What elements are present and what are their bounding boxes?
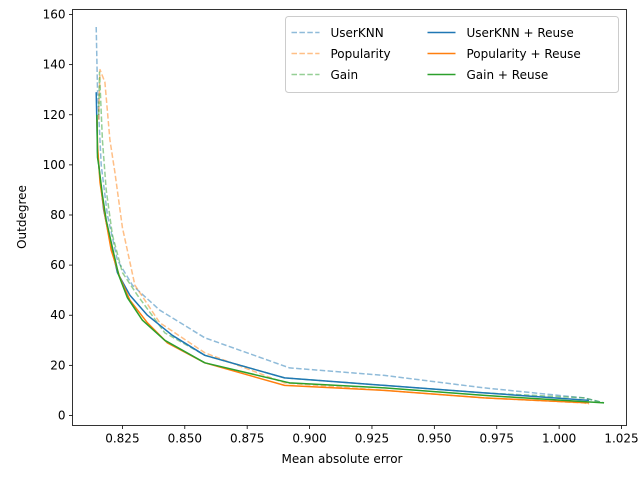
x-tick-label: 1.025 bbox=[604, 432, 638, 446]
legend-label: UserKNN bbox=[331, 26, 384, 40]
legend-label: Gain + Reuse bbox=[467, 68, 549, 82]
series-line-5 bbox=[96, 114, 605, 404]
y-tick-label: 100 bbox=[43, 158, 66, 172]
x-tick-label: 1.000 bbox=[542, 432, 576, 446]
legend-box bbox=[285, 16, 619, 93]
y-tick-label: 0 bbox=[58, 408, 66, 422]
y-tick-label: 20 bbox=[50, 358, 65, 372]
legend: UserKNN Popularity Gain UserKNN + Reuse Popu… bbox=[285, 16, 619, 93]
x-tick-label: 0.850 bbox=[168, 432, 202, 446]
series-line-0 bbox=[95, 26, 605, 404]
y-tick-label: 120 bbox=[43, 108, 66, 122]
y-tick-label: 40 bbox=[50, 308, 65, 322]
x-tick-label: 0.875 bbox=[230, 432, 264, 446]
legend-label: Popularity bbox=[331, 47, 391, 61]
y-tick-label: 60 bbox=[50, 258, 65, 272]
y-tick-label: 140 bbox=[43, 58, 66, 72]
x-axis-label: Mean absolute error bbox=[282, 452, 403, 466]
x-tick-label: 0.975 bbox=[480, 432, 514, 446]
x-tick-label: 0.950 bbox=[417, 432, 451, 446]
series-line-2 bbox=[97, 71, 605, 404]
x-tick-label: 0.900 bbox=[292, 432, 326, 446]
y-axis: 0 20 40 60 80 100 120 140 160 bbox=[43, 8, 73, 422]
x-tick-label: 0.925 bbox=[355, 432, 389, 446]
legend-label: Gain bbox=[331, 68, 359, 82]
plot-frame bbox=[72, 9, 627, 426]
y-tick-label: 160 bbox=[43, 8, 66, 22]
y-axis-label: Outdegree bbox=[15, 185, 29, 249]
x-axis: 0.825 0.850 0.875 0.900 0.925 0.950 0.975 1.000… bbox=[105, 425, 639, 446]
legend-label: UserKNN + Reuse bbox=[467, 26, 574, 40]
legend-label: Popularity + Reuse bbox=[467, 47, 581, 61]
series-layer bbox=[95, 26, 605, 405]
y-tick-label: 80 bbox=[50, 208, 65, 222]
x-tick-label: 0.825 bbox=[105, 432, 139, 446]
